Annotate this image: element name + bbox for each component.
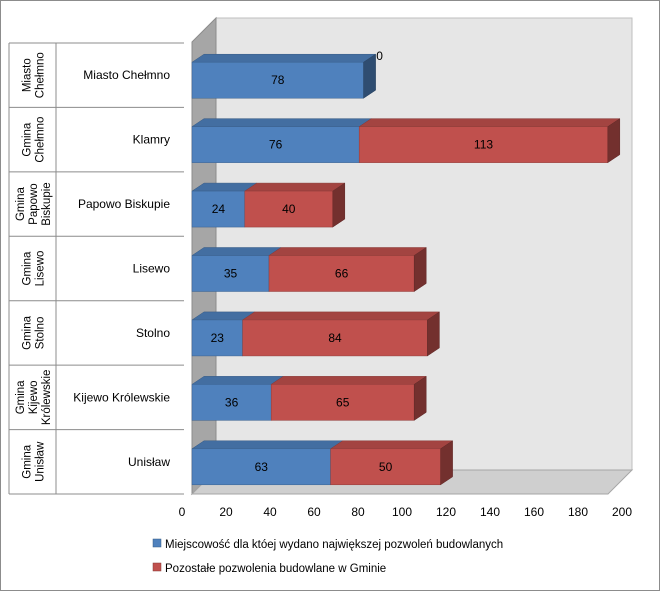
group-label-gmina-kijewo-krolewskie: GminaKijewoKrólewskie: [15, 370, 53, 426]
legend-label-main: Miejscowość dla któej wydano największej…: [165, 539, 503, 551]
group-label-gmina-stolno: GminaStolno: [22, 315, 47, 349]
data-label-main-lisewo: 35: [224, 267, 238, 281]
group-label-gmina-lisewo: GminaLisewo: [22, 251, 47, 287]
bar-end-unislaw: [440, 440, 453, 486]
data-label-main-klamry: 76: [269, 138, 283, 152]
x-tick-label-140: 140: [480, 505, 500, 519]
x-tick-label-100: 100: [392, 505, 412, 519]
x-tick-label-0: 0: [179, 505, 186, 519]
bar-other-kijewo-krolewskie-top: [270, 376, 428, 385]
data-label-main-papowo-biskupie: 24: [212, 202, 226, 216]
data-label-other-miasto-chelmno: 0: [376, 49, 383, 63]
data-label-main-kijewo-krolewskie: 36: [225, 395, 239, 409]
bar-main-unislaw: [191, 448, 331, 486]
x-tick-label-120: 120: [436, 505, 456, 519]
legend-label-other: Pozostałe pozwolenia budowlane w Gminie: [165, 563, 386, 575]
bar-end-kijewo-krolewskie: [413, 375, 427, 421]
bar-other-papowo-biskupie-top: [243, 182, 346, 192]
group-label-gmina-unislaw: GminaUnisław: [22, 441, 47, 482]
bar-end-stolno: [427, 311, 440, 357]
bar-main-kijewo-krolewskie-top: [191, 376, 285, 385]
bar-end-papowo-biskupie: [332, 182, 346, 228]
bar-end-klamry: [607, 118, 621, 164]
x-tick-label-180: 180: [568, 505, 588, 519]
data-label-main-miasto-chelmno: 78: [271, 73, 285, 87]
bar-main-lisewo-top: [191, 247, 282, 256]
legend-swatch-main: [152, 538, 162, 548]
category-label-kijewo-krolewskie: Kijewo Królewskie: [73, 390, 170, 404]
x-tick-label-60: 60: [307, 505, 321, 519]
data-label-other-unislaw: 50: [379, 460, 393, 474]
x-tick-label-200: 200: [612, 505, 632, 519]
data-label-main-stolno: 23: [211, 331, 225, 345]
bar-main-stolno: [191, 319, 243, 357]
bar-other-stolno: [242, 319, 428, 357]
bar-main-unislaw-top: [191, 440, 344, 450]
bar-end-lisewo: [413, 247, 427, 292]
category-label-lisewo: Lisewo: [133, 262, 171, 276]
bar-main-klamry-top: [191, 118, 373, 127]
x-tick-label-160: 160: [524, 505, 544, 519]
x-tick-label-20: 20: [219, 505, 233, 519]
bar-main-klamry: [191, 126, 360, 163]
data-label-other-papowo-biskupie: 40: [282, 202, 296, 216]
bar-other-kijewo-krolewskie: [270, 384, 415, 421]
data-label-main-unislaw: 63: [255, 460, 269, 474]
bar-other-lisewo-top: [268, 247, 428, 256]
bar-main-papowo-biskupie: [191, 190, 246, 228]
category-label-stolno: Stolno: [136, 326, 170, 340]
bar-main-kijewo-krolewskie: [191, 384, 272, 421]
data-label-other-klamry: 113: [474, 138, 493, 152]
data-label-other-kijewo-krolewskie: 65: [336, 395, 350, 409]
legend-swatch-other: [152, 562, 162, 572]
group-label-gmina-chelmno: GminaChełmno: [22, 117, 47, 163]
bar-main-miasto-chelmno-top: [191, 53, 377, 63]
bar-other-klamry: [358, 126, 609, 163]
bar-other-stolno-top: [241, 311, 441, 321]
bar-main-miasto-chelmno: [191, 61, 364, 99]
group-label-gmina-papowo-biskupie: GminaPapowoBiskupie: [15, 182, 53, 225]
x-tick-label-80: 80: [351, 505, 365, 519]
x-tick-label-40: 40: [263, 505, 277, 519]
data-label-other-stolno: 84: [328, 331, 342, 345]
bar-other-unislaw-top: [329, 440, 454, 450]
category-label-unislaw: Unisław: [128, 455, 170, 469]
group-label-miasto-chelmno: MiastoChełmno: [22, 52, 47, 98]
data-label-other-lisewo: 66: [335, 267, 349, 281]
category-label-klamry: Klamry: [133, 133, 170, 147]
bar-other-papowo-biskupie: [244, 190, 334, 228]
category-label-miasto-chelmno: Miasto Chełmno: [83, 68, 170, 82]
bar-other-lisewo: [268, 255, 415, 292]
bar-other-klamry-top: [358, 118, 621, 127]
bar-end-miasto-chelmno: [363, 53, 376, 99]
bar-other-unislaw: [330, 448, 441, 486]
bar-main-lisewo: [191, 255, 270, 292]
category-label-papowo-biskupie: Papowo Biskupie: [78, 197, 170, 211]
